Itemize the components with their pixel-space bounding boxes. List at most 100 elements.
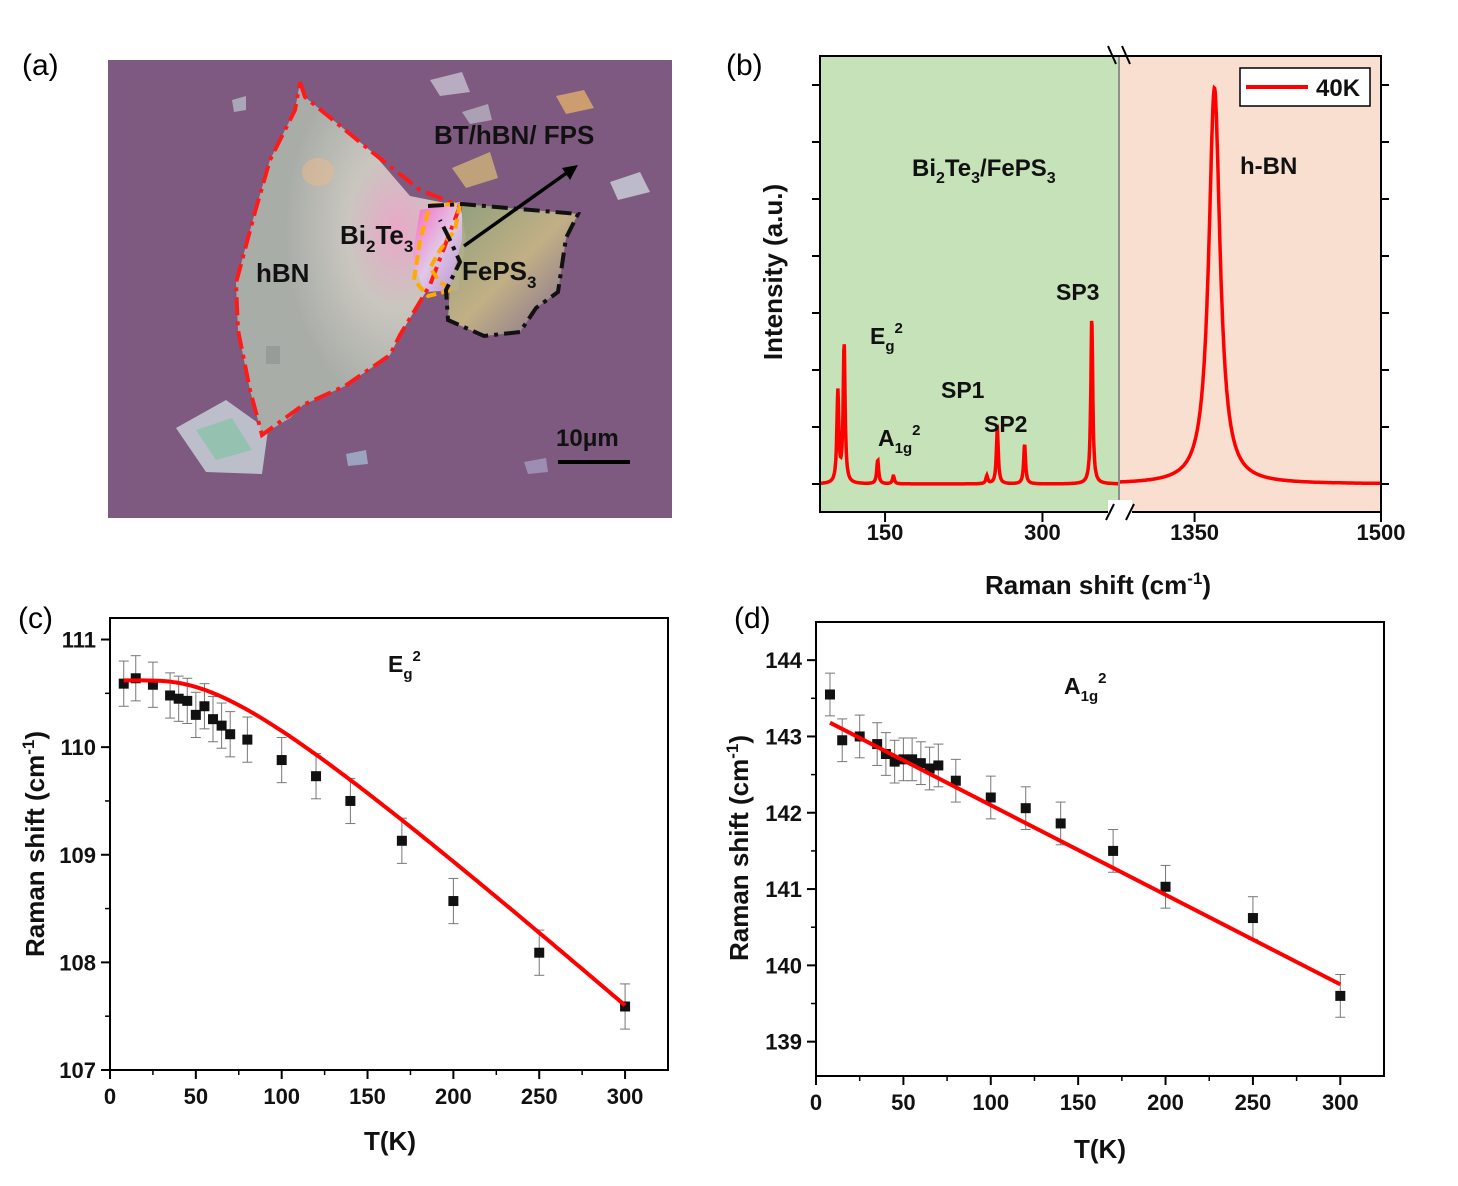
panel-a: (a) xyxy=(22,49,672,518)
x-tick-label: 0 xyxy=(810,1090,822,1115)
data-point xyxy=(907,754,918,765)
data-point xyxy=(1160,881,1171,892)
data-point xyxy=(242,734,253,745)
panel-c-frame xyxy=(109,617,669,1071)
scalebar-label: 10μm xyxy=(556,425,619,452)
data-point xyxy=(1055,818,1066,829)
data-point xyxy=(276,755,287,766)
x-tick-label: 1500 xyxy=(1357,520,1406,545)
peak-label-sp2: SP2 xyxy=(984,411,1027,437)
data-point xyxy=(924,763,935,774)
y-tick-label: 139 xyxy=(765,1030,802,1055)
bi2te3-flake xyxy=(412,202,466,292)
hbn-flake xyxy=(236,82,460,435)
data-point xyxy=(985,792,996,803)
data-point xyxy=(208,714,219,725)
data-point xyxy=(147,679,158,690)
data-point xyxy=(889,756,900,767)
y-tick-label: 108 xyxy=(59,950,96,975)
panel-b-ylabel: Intensity (a.u.) xyxy=(758,184,788,360)
feps3-outline xyxy=(427,201,582,339)
microscope-image: BT/hBN/ FPS hBN Bi2Te3 FePS3 10μm xyxy=(108,60,672,518)
y-tick-label: 110 xyxy=(61,735,97,760)
x-tick-label: 50 xyxy=(184,1084,208,1109)
data-point xyxy=(534,947,545,958)
x-tick-label: 300 xyxy=(1322,1090,1359,1115)
panel-d-label: (d) xyxy=(734,602,771,635)
flake xyxy=(462,104,492,124)
bi2te3-label: Bi2Te3 xyxy=(340,220,413,256)
data-point xyxy=(620,1001,631,1012)
spectrum-line-high xyxy=(1120,84,1381,486)
data-point xyxy=(915,758,926,769)
data-point xyxy=(824,689,835,700)
panel-b-ticks: 150 300 1350 1500 xyxy=(812,84,1406,545)
peak-label-a1g2: A1g2 xyxy=(878,422,920,457)
panel-d-ticks: 0 50 100 150 200 250 300 139 140 141 142 143 144 xyxy=(765,648,1358,1115)
feps3-flake xyxy=(448,204,578,336)
x-tick-label: 150 xyxy=(1060,1090,1097,1115)
x-tick-label: 1350 xyxy=(1170,520,1219,545)
flake xyxy=(430,72,470,96)
panel-d-fit-line xyxy=(829,720,1342,987)
data-point xyxy=(345,795,356,806)
panel-d-xlabel: T(K) xyxy=(1074,1134,1126,1164)
panel-c-label: (c) xyxy=(18,602,53,635)
y-tick-label: 143 xyxy=(765,724,802,749)
panel-b-xlabel: Raman shift (cm-1) xyxy=(985,569,1211,600)
panel-d: (d) 0 50 100 150 200 250 300 139 140 141 142 143 144… xyxy=(723,602,1385,1164)
x-tick-label: 300 xyxy=(1024,520,1061,545)
flake xyxy=(196,418,252,460)
data-point xyxy=(199,701,210,712)
panel-d-frame xyxy=(815,621,1385,1077)
peak-label-sp3: SP3 xyxy=(1056,279,1099,305)
legend-label: 40K xyxy=(1316,75,1361,102)
region-left-label: Bi2Te3/FePS3 xyxy=(912,155,1056,187)
arrow-head-icon xyxy=(562,165,578,180)
data-point xyxy=(1247,913,1258,924)
x-tick-label: 250 xyxy=(521,1084,558,1109)
panel-c-ticks: 0 50 100 150 200 250 300 107 108 109 110 111 xyxy=(59,628,643,1109)
data-point xyxy=(173,693,184,704)
data-point xyxy=(396,835,407,846)
x-tick-label: 200 xyxy=(435,1084,472,1109)
x-tick-label: 0 xyxy=(104,1084,116,1109)
panel-c-xlabel: T(K) xyxy=(364,1126,416,1156)
panel-c-fit-line xyxy=(123,678,627,1007)
x-tick-label: 150 xyxy=(349,1084,386,1109)
flake xyxy=(556,90,594,114)
data-point xyxy=(130,673,141,684)
y-tick-label: 111 xyxy=(62,628,96,653)
data-point xyxy=(1335,990,1346,1001)
flake xyxy=(232,96,246,112)
spectrum-line-low xyxy=(820,320,1118,486)
data-point xyxy=(837,735,848,746)
panel-b: (b) 150 300 1350 1500 Bi2Te3/FePS3 h-BN Eg2… xyxy=(726,45,1406,600)
axis-break-mark xyxy=(1107,45,1117,65)
data-point xyxy=(950,775,961,786)
y-tick-label: 109 xyxy=(59,843,96,868)
x-tick-label: 150 xyxy=(867,520,904,545)
data-point xyxy=(1108,845,1119,856)
defect xyxy=(266,346,280,364)
data-point xyxy=(933,760,944,771)
data-point xyxy=(225,729,236,740)
flake xyxy=(346,450,368,466)
peak-label-sp1: SP1 xyxy=(941,377,985,403)
y-tick-label: 107 xyxy=(59,1058,96,1083)
x-tick-label: 50 xyxy=(891,1090,915,1115)
x-tick-label: 100 xyxy=(263,1084,300,1109)
y-tick-label: 144 xyxy=(765,648,802,673)
x-tick-label: 200 xyxy=(1147,1090,1184,1115)
data-point xyxy=(880,749,891,760)
data-point xyxy=(311,771,322,782)
panel-c: (c) 0 50 100 150 200 250 300 107 108 109 110 111 Eg… xyxy=(18,602,669,1156)
panel-c-annotation: Eg2 xyxy=(388,648,421,683)
y-tick-label: 140 xyxy=(765,953,802,978)
bubble xyxy=(302,158,334,186)
axis-break-mark xyxy=(1105,503,1115,521)
panel-c-points xyxy=(118,655,631,1030)
flake xyxy=(452,152,498,188)
panel-d-ylabel: Raman shift (cm-1) xyxy=(723,735,754,961)
